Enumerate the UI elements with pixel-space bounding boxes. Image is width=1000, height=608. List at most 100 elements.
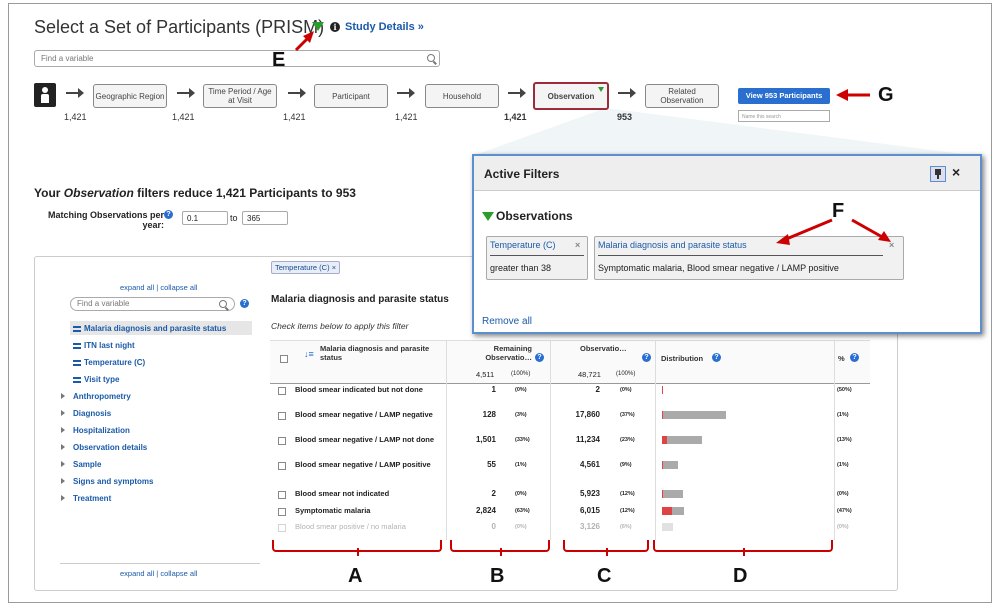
matching-label: Matching Observations per year: [47, 210, 164, 230]
top-search-input[interactable]: Find a variable [34, 50, 440, 67]
row-remaining-pct: (3%) [515, 412, 527, 418]
callout-g: G [878, 84, 894, 106]
row-remaining: 2,824 [475, 506, 496, 515]
sidebar-item-malaria[interactable]: Malaria diagnosis and parasite status [73, 324, 226, 333]
row-pct: (13%) [837, 437, 852, 443]
row-remaining: 2 [491, 489, 496, 498]
col-remaining[interactable]: Remaining Observatio… [485, 344, 532, 362]
table-row[interactable]: Blood smear indicated but not done 1 (0%) 2… [276, 385, 866, 405]
sidebar-item-temperature[interactable]: Temperature (C) [73, 358, 145, 367]
help-icon[interactable]: ? [642, 353, 651, 362]
help-icon[interactable]: ? [712, 353, 721, 362]
help-icon[interactable]: ? [850, 353, 859, 362]
node-related-observation[interactable]: Related Observation [645, 84, 719, 108]
flow-arrow [618, 88, 636, 98]
filter-name[interactable]: Temperature (C) [490, 240, 556, 250]
flow-arrow [66, 88, 84, 98]
remove-filter-icon[interactable]: × [575, 240, 581, 250]
node-observation[interactable]: Observation [533, 82, 609, 110]
row-pct: (0%) [837, 491, 849, 497]
flow-arrow [177, 88, 195, 98]
table-row[interactable]: Blood smear negative / LAMP negative 128 (… [276, 410, 866, 430]
node-geographic-region[interactable]: Geographic Region [93, 84, 167, 108]
filter-card-temperature[interactable]: Temperature (C) × greater than 38 [486, 236, 588, 280]
distribution-bar [662, 523, 673, 531]
row-observations-pct: (0%) [620, 387, 632, 393]
row-checkbox[interactable] [278, 437, 286, 445]
table-row[interactable]: Blood smear negative / LAMP not done 1,50… [276, 435, 866, 455]
sidebar-divider [60, 563, 260, 564]
sidebar-group[interactable]: Treatment [61, 494, 111, 503]
filter-tag[interactable]: Temperature (C) × [271, 261, 341, 274]
row-label: Blood smear indicated but not done [295, 385, 423, 394]
expand-collapse-bottom[interactable]: expand all | collapse all [120, 569, 198, 578]
table-row[interactable]: Blood smear not indicated 2 (0%) 5,923 (12%)… [276, 489, 866, 509]
node-participant[interactable]: Participant [314, 84, 388, 108]
count-geo: 1,421 [172, 112, 195, 122]
info-icon[interactable]: i [330, 22, 340, 32]
dialog-title: Active Filters [484, 167, 560, 181]
sidebar-group[interactable]: Signs and symptoms [61, 477, 153, 486]
row-remaining-pct: (33%) [515, 437, 530, 443]
filter-icon[interactable] [312, 22, 324, 31]
min-input[interactable]: 0.1 [182, 211, 228, 225]
row-checkbox[interactable] [278, 508, 286, 516]
row-pct: (0%) [837, 524, 849, 530]
sidebar-item-visit-type[interactable]: Visit type [73, 375, 119, 384]
sidebar-item-itn[interactable]: ITN last night [73, 341, 135, 350]
row-remaining: 1,501 [475, 435, 496, 444]
tag-close-icon[interactable]: × [331, 263, 337, 272]
chevron-right-icon [61, 410, 65, 416]
table-row[interactable]: Blood smear negative / LAMP positive 55 (1… [276, 460, 866, 480]
col-observations[interactable]: Observatio… [580, 344, 627, 353]
filter-value: Symptomatic malaria, Blood smear negativ… [598, 263, 839, 273]
row-label: Blood smear negative / LAMP negative [295, 410, 433, 419]
row-pct: (50%) [837, 387, 852, 393]
row-remaining-pct: (63%) [515, 508, 530, 514]
pin-icon[interactable] [930, 166, 946, 182]
max-input[interactable]: 365 [242, 211, 288, 225]
remove-all-link[interactable]: Remove all [482, 316, 533, 327]
expand-collapse-top[interactable]: expand all | collapse all [120, 283, 198, 292]
active-filters-dialog: Active Filters × Observations Temperatur… [472, 154, 982, 334]
brace-a [272, 540, 442, 556]
row-checkbox[interactable] [278, 524, 286, 532]
row-observations-pct: (6%) [620, 524, 632, 530]
row-checkbox[interactable] [278, 387, 286, 395]
distribution-bar [662, 461, 678, 469]
help-icon[interactable]: ? [164, 210, 173, 219]
study-details-link[interactable]: Study Details » [345, 21, 424, 33]
row-checkbox[interactable] [278, 462, 286, 470]
row-label: Blood smear not indicated [295, 489, 390, 498]
filter-name[interactable]: Malaria diagnosis and parasite status [598, 240, 747, 250]
sidebar-group[interactable]: Diagnosis [61, 409, 111, 418]
sidebar-group[interactable]: Anthropometry [61, 392, 131, 401]
sidebar-group[interactable]: Sample [61, 460, 101, 469]
sort-icon[interactable]: ↓≡ [304, 349, 314, 359]
participant-icon[interactable] [34, 83, 56, 107]
row-remaining: 1 [491, 385, 496, 394]
name-search-input[interactable]: Name this search [738, 110, 830, 122]
filter-card-malaria[interactable]: Malaria diagnosis and parasite status × … [594, 236, 904, 280]
sidebar-search-input[interactable]: Find a variable [70, 297, 235, 311]
sidebar-group[interactable]: Observation details [61, 443, 147, 452]
select-all-checkbox[interactable] [280, 355, 288, 363]
table-header [270, 340, 870, 384]
node-household[interactable]: Household [425, 84, 499, 108]
remove-filter-icon[interactable]: × [889, 240, 895, 250]
help-icon[interactable]: ? [535, 353, 544, 362]
list-icon [73, 342, 81, 349]
table-row[interactable]: Blood smear positive / no malaria 0 (0%) 3,… [276, 522, 866, 542]
row-checkbox[interactable] [278, 412, 286, 420]
table-row[interactable]: Symptomatic malaria 2,824 (63%) 6,015 (12%) (… [276, 506, 866, 526]
col-label[interactable]: Malaria diagnosis and parasite status [320, 344, 430, 362]
row-observations-pct: (9%) [620, 462, 632, 468]
close-icon[interactable]: × [952, 164, 961, 180]
row-observations: 6,015 [579, 506, 600, 515]
view-participants-button[interactable]: View 953 Participants [738, 88, 830, 104]
sidebar-group[interactable]: Hospitalization [61, 426, 130, 435]
help-icon[interactable]: ? [240, 299, 249, 308]
row-checkbox[interactable] [278, 491, 286, 499]
total-obs: 48,721 [578, 370, 601, 379]
node-time-period[interactable]: Time Period / Age at Visit [203, 84, 277, 108]
